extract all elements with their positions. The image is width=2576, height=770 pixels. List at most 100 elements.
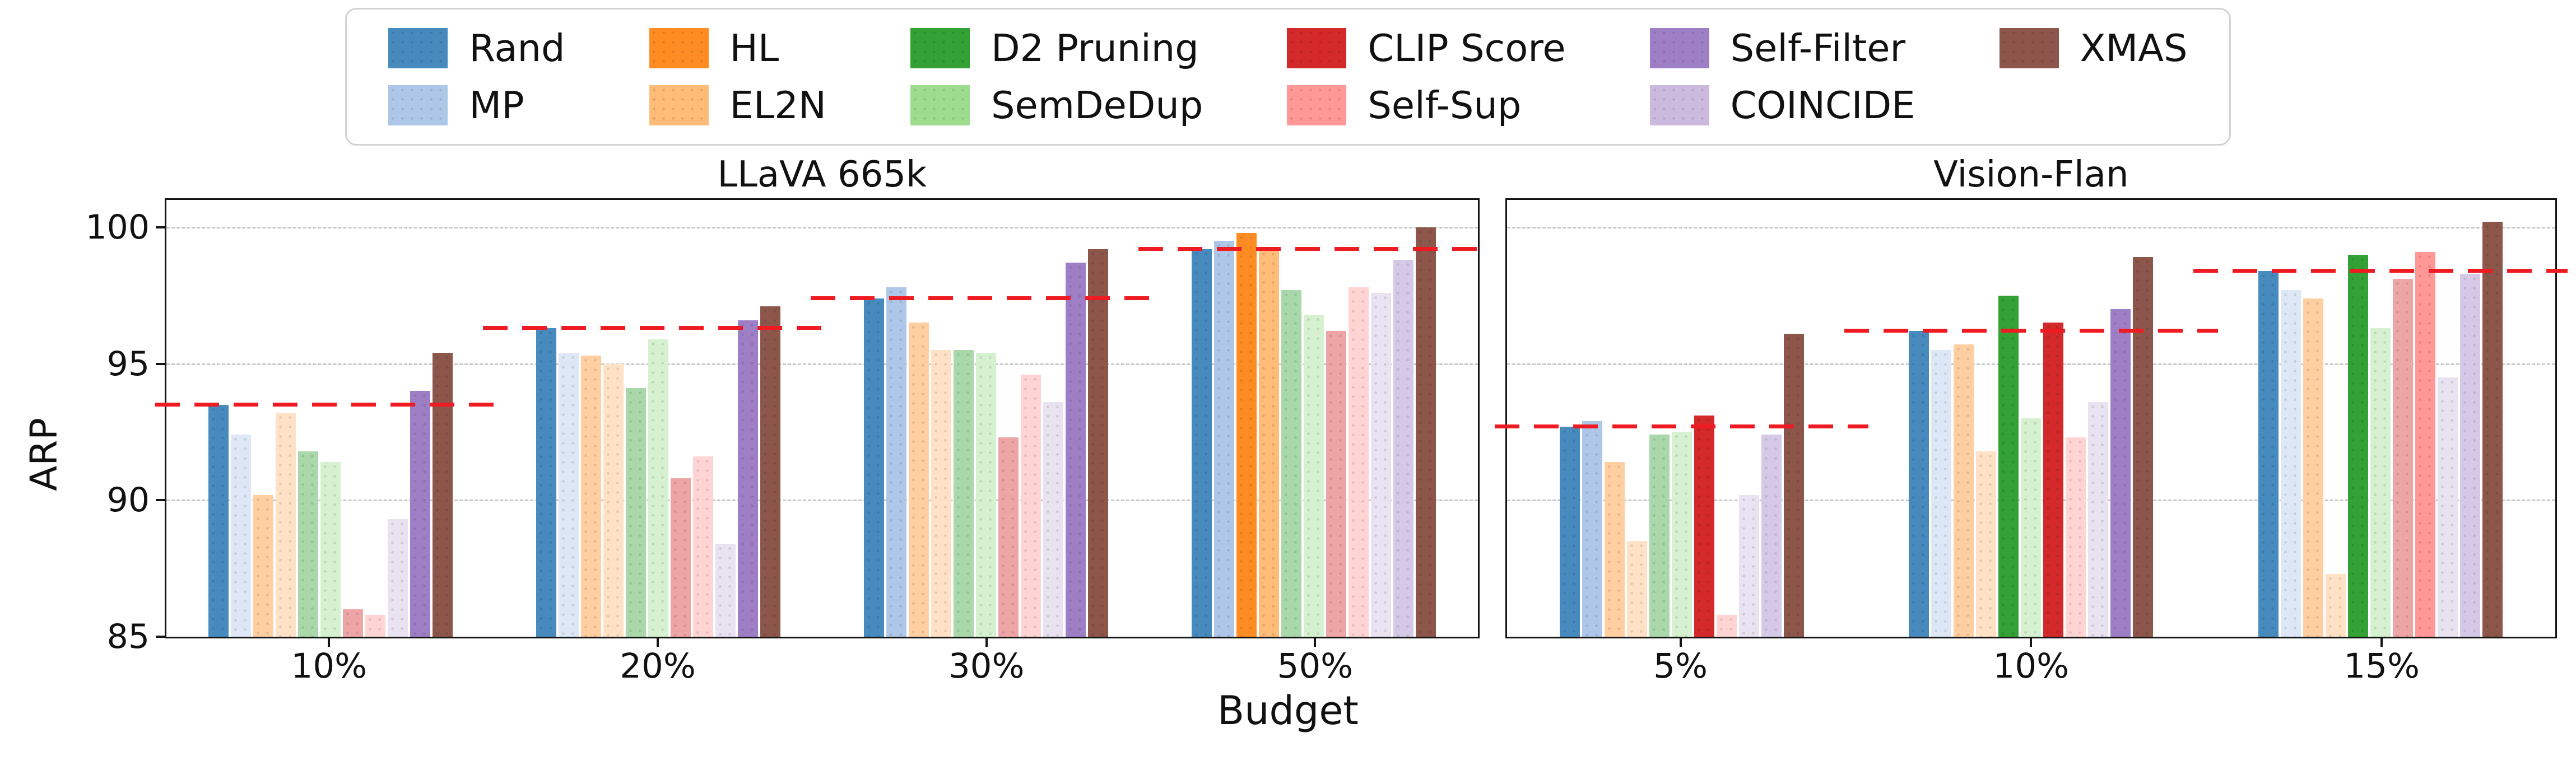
legend-item-rand: Rand [388,28,565,68]
bar-xmas-30- [1087,249,1108,637]
bar-self-sup-10- [2066,437,2086,637]
legend-swatch-coincide [1649,85,1709,125]
bar-hl-15- [2303,298,2324,637]
bar-self-sup-15- [2415,251,2436,637]
legend-item-self-filter: Self-Filter [1649,26,1915,70]
gridline-y-100 [1506,226,2555,228]
bar-coincide-20- [715,544,736,637]
plot-wrap [1494,198,2568,638]
bar-self-filter-50- [1393,260,1414,637]
chart-title-vision-flan: Vision-Flan [1933,154,2129,195]
legend-label: COINCIDE [1730,83,1915,127]
bar-d2-pruning-10- [1998,295,2019,637]
charts-row: ARP LLaVA 665k 85 90 95 100 10% 20% 30% 50% Vi… [17,154,2568,687]
bar-d2-pruning-30- [953,350,974,637]
legend-item-clip-score: CLIP Score [1287,26,1566,70]
gridline-y-95 [1506,363,2555,365]
legend-swatch-d2-pruning [910,28,970,68]
x-tick-mark [328,638,331,647]
y-tick-mark-95 [156,362,165,365]
plot-wrap: 85 90 95 100 [85,198,1490,654]
bar-clip-score-10- [2043,323,2064,637]
legend-label: MP [469,83,524,127]
bar-clip-score-30- [998,437,1019,637]
bar-rand-10- [208,404,229,637]
x-axis-label-row: Budget [0,688,2576,734]
bar-rand-10- [1909,331,1929,637]
bar-self-sup-10- [365,615,385,637]
legend-label: HL [729,26,779,70]
bar-mp-10- [230,435,251,637]
bar-coincide-5- [1738,494,1759,637]
bar-rand-20- [536,328,556,637]
y-axis-label-column: ARP [17,155,71,687]
x-tick-labels: 10% 20% 30% 50% [165,638,1480,687]
bar-hl-30- [908,323,929,637]
legend-item-hl: HL [649,28,826,68]
bar-semdedup-30- [975,353,996,637]
legend-swatch-clip-score [1287,28,1347,68]
bar-self-filter-30- [1065,263,1086,637]
legend-swatch-semdedup [910,85,970,125]
x-tick-label: 10% [1993,646,2070,686]
bar-rand-15- [2258,270,2279,637]
x-tick-mark [657,638,659,647]
bar-self-filter-10- [410,391,430,637]
legend-label: EL2N [729,83,826,127]
bar-xmas-5- [1783,333,1804,637]
legend-label: Self-Filter [1730,26,1906,70]
x-tick-mark [2030,638,2033,647]
legend-label: CLIP Score [1368,26,1566,70]
chart-title-llava: LLaVA 665k [717,154,927,195]
legend-item-coincide: COINCIDE [1649,83,1915,127]
y-tick-mark-85 [156,636,165,638]
bar-el2n-10- [1976,451,1997,637]
y-tick-label-100: 100 [85,207,150,247]
bar-clip-score-5- [1694,416,1714,637]
x-tick-label: 15% [2343,646,2420,686]
legend-swatch-self-filter [1649,28,1709,68]
legend-swatch-xmas [1999,28,2059,68]
x-tick-label: 5% [1653,646,1708,686]
bar-self-filter-10- [2110,309,2131,637]
bar-hl-10- [253,494,273,637]
legend: Rand MP HL EL2N D2 Pruning SemDeDup CLIP Score… [345,8,2231,146]
bar-self-sup-30- [1020,375,1041,637]
bar-coincide-10- [2088,402,2109,637]
bar-self-filter-15- [2460,273,2481,637]
legend-item-mp: MP [388,85,565,125]
rand-baseline-dashed-line-50- [1138,246,1490,251]
bar-coincide-50- [1371,292,1392,637]
x-tick-30-: 30% [822,638,1151,687]
gridline-y-100 [166,226,1478,228]
bar-groups [155,200,1490,637]
bar-mp-20- [558,353,579,637]
y-tick-label-90: 90 [106,480,150,520]
x-tick-label: 10% [291,646,368,686]
bar-mp-10- [1931,350,1952,637]
bar-rand-50- [1192,249,1212,637]
gridline-y-95 [166,363,1478,365]
legend-item-el2n: EL2N [649,85,826,125]
legend-swatch-rand [388,28,448,68]
bar-semdedup-20- [648,339,668,637]
bar-el2n-10- [275,413,296,637]
bar-el2n-15- [2326,573,2346,637]
bar-clip-score-20- [670,478,691,637]
x-tick-5-: 5% [1505,638,1856,687]
bar-xmas-10- [432,353,453,637]
plot-area [1494,198,2568,638]
rand-baseline-dashed-line-10- [1844,329,2219,333]
rand-baseline-dashed-line-20- [482,326,834,330]
bar-el2n-20- [603,363,624,637]
bar-el2n-30- [931,350,951,637]
legend-label: D2 Pruning [991,26,1199,70]
x-tick-label: 20% [620,646,696,686]
chart-llava-665k: LLaVA 665k 85 90 95 100 10% 20% 30% 50% [85,154,1490,687]
legend-item-semdedup: SemDeDup [910,85,1203,125]
chart-vision-flan: Vision-Flan 5% 10% 15% [1494,154,2568,687]
x-tick-50-: 50% [1151,638,1480,687]
bar-mp-5- [1582,421,1602,637]
bar-group-10- [155,200,506,637]
legend-swatch-self-sup [1287,85,1347,125]
